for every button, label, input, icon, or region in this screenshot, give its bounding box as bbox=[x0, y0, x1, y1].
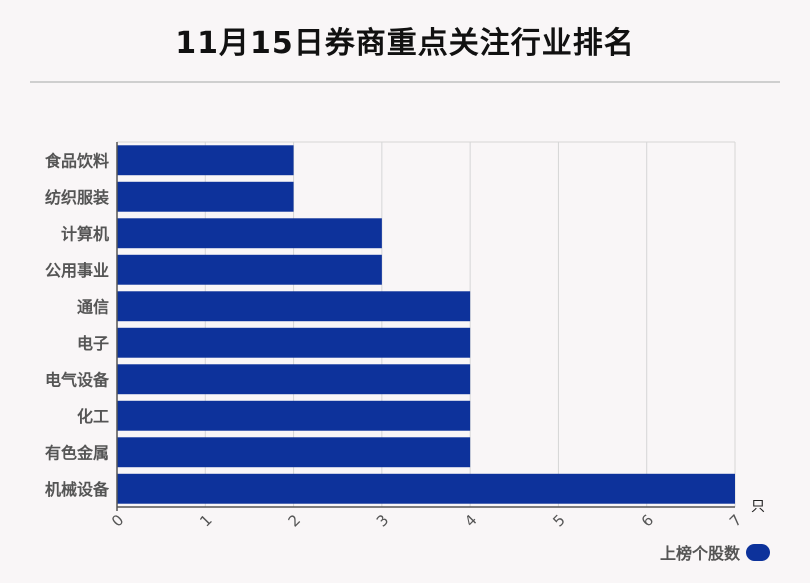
bar-7 bbox=[117, 400, 471, 431]
legend: 上榜个股数 bbox=[660, 540, 770, 564]
bar-5 bbox=[117, 327, 471, 358]
bar-2 bbox=[117, 218, 382, 249]
x-tick-label: 1 bbox=[196, 511, 215, 530]
title-divider bbox=[30, 81, 780, 83]
x-unit-label: 只 bbox=[751, 499, 765, 515]
category-label: 纺织服装 bbox=[45, 188, 109, 207]
category-label: 电气设备 bbox=[45, 370, 110, 389]
bar-8 bbox=[117, 437, 471, 468]
category-label: 化工 bbox=[77, 407, 109, 426]
category-label: 食品饮料 bbox=[44, 151, 109, 170]
x-tick-label: 4 bbox=[461, 511, 480, 530]
x-tick-label: 5 bbox=[549, 511, 568, 530]
category-label: 有色金属 bbox=[45, 443, 109, 462]
bar-1 bbox=[117, 181, 294, 212]
bar-9 bbox=[117, 473, 735, 504]
x-tick-label: 7 bbox=[726, 511, 745, 530]
bar-4 bbox=[117, 291, 471, 322]
category-label: 机械设备 bbox=[45, 480, 110, 499]
chart-title: 11月15日券商重点关注行业排名 bbox=[175, 26, 635, 61]
category-label: 通信 bbox=[77, 297, 109, 316]
category-label: 计算机 bbox=[61, 224, 109, 243]
bar-3 bbox=[117, 254, 382, 285]
legend-label: 上榜个股数 bbox=[659, 544, 740, 563]
x-tick-label: 6 bbox=[638, 511, 657, 530]
x-tick-label: 3 bbox=[373, 511, 392, 530]
x-tick-label: 2 bbox=[285, 511, 304, 530]
bar-6 bbox=[117, 364, 471, 395]
x-tick-label: 0 bbox=[108, 511, 127, 530]
bar-0 bbox=[117, 145, 294, 176]
category-label: 公用事业 bbox=[45, 261, 109, 280]
category-label: 电子 bbox=[77, 334, 109, 353]
legend-swatch bbox=[746, 543, 770, 561]
